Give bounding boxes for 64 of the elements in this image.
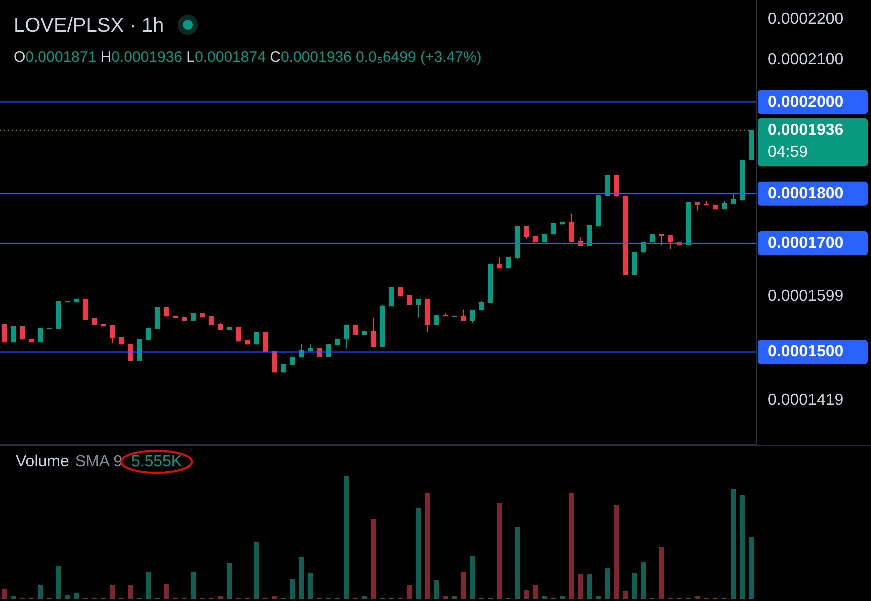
candlestick — [569, 213, 574, 242]
bar — [371, 519, 376, 599]
bar — [164, 584, 169, 599]
bar — [641, 562, 646, 599]
bar — [569, 493, 574, 599]
candlestick — [668, 234, 673, 250]
bar — [56, 566, 61, 599]
bar — [578, 574, 583, 599]
bar — [605, 568, 610, 599]
bar — [434, 580, 439, 599]
bar — [731, 490, 736, 599]
ref-line-label: 0.0002000 — [768, 94, 844, 111]
bar — [533, 585, 538, 599]
candlestick — [371, 318, 376, 348]
bar — [614, 506, 619, 599]
bar — [227, 563, 232, 599]
candlestick — [461, 309, 466, 322]
bar — [740, 496, 745, 599]
ref-line-label: 0.0001500 — [768, 344, 844, 361]
bar — [74, 592, 79, 599]
bar — [497, 503, 502, 599]
bar — [632, 573, 637, 599]
y-tick-label: 0.0001599 — [768, 288, 844, 306]
candlestick — [497, 256, 502, 269]
bar — [749, 538, 754, 599]
bar — [515, 528, 520, 599]
bar — [110, 585, 115, 599]
ref-line-label: 0.0001936 04:59 — [768, 122, 844, 162]
candlestick — [470, 309, 475, 324]
bar — [38, 585, 43, 599]
y-tick-label: 0.0001419 — [768, 392, 844, 409]
candlestick — [236, 326, 241, 342]
bar — [299, 557, 304, 599]
candlestick — [110, 324, 115, 344]
bar — [407, 585, 412, 599]
candlestick — [344, 324, 349, 350]
bar — [659, 547, 664, 599]
bar — [146, 572, 151, 599]
candlestick — [128, 344, 133, 362]
chart-title: Volume — [16, 454, 70, 470]
bar — [425, 493, 430, 599]
text: 5.555K — [131, 454, 182, 470]
bar — [623, 592, 628, 599]
text: O0.0001871 H0.0001936 L0.0001874 C0.0001936 0.0₅6499 (+3.47%) — [14, 48, 482, 66]
bar — [2, 589, 7, 599]
ref-line-label: 0.0001700 — [768, 234, 844, 252]
y-tick-label: 0.0002200 — [768, 11, 844, 28]
bar — [191, 572, 196, 599]
bar — [587, 574, 592, 599]
bar — [308, 573, 313, 599]
bar — [254, 542, 259, 599]
bar — [416, 508, 421, 599]
y-tick-label: 0.0002100 — [768, 51, 844, 68]
candlestick — [416, 298, 421, 318]
bar — [290, 579, 295, 599]
bar — [461, 572, 466, 599]
bar — [128, 585, 133, 599]
text: LOVE/PLSX · 1h — [14, 15, 164, 37]
candlestick — [524, 226, 529, 240]
bar — [470, 556, 475, 599]
ref-line-label: 0.0001800 — [768, 185, 844, 202]
bar — [524, 590, 529, 599]
bar — [344, 476, 349, 599]
bar — [65, 595, 70, 599]
